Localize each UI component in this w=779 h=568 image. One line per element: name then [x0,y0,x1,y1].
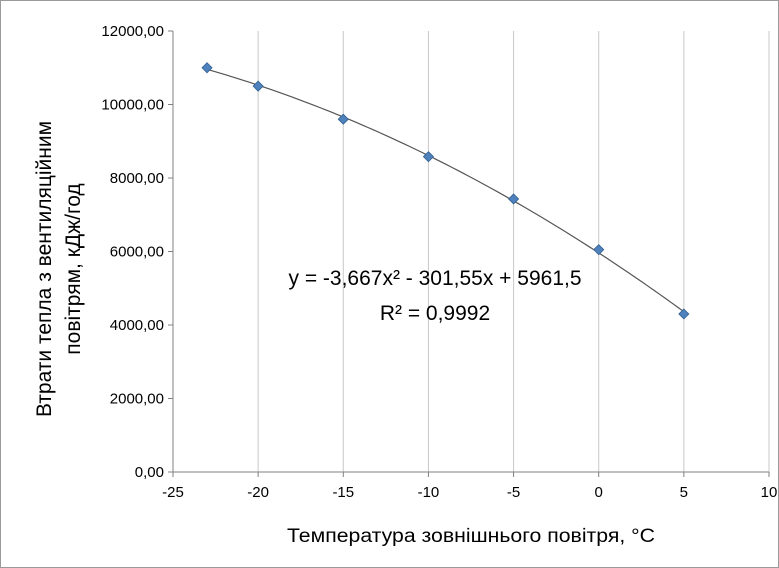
y-tick-label: 10000,00 [101,97,164,114]
x-tick-label: -10 [418,484,440,501]
x-axis-title: Температура зовнішнього повітря, °С [287,526,655,547]
data-point [678,308,690,320]
data-point [252,80,264,92]
data-points [201,62,690,320]
y-tick-label: 4000,00 [110,317,164,334]
y-tick-label: 6000,00 [110,244,164,261]
grid-lines [257,31,770,472]
data-point [201,62,213,74]
axes: -25 -20 -15 -10 -5 0 5 10 0,00 2000,00 4000,00 6000… [101,23,777,501]
equation-text: y = -3,667x² - 301,55x + 5961,5 [288,267,581,290]
x-tick-label: 10 [761,484,778,501]
y-tick-label: 0,00 [135,464,164,481]
x-tick-label: 5 [680,484,688,501]
y-tick-label: 12000,00 [101,23,164,40]
x-tick-label: -5 [507,484,520,501]
data-point [593,244,605,256]
x-tick-label: -15 [332,484,354,501]
x-tick-label: -25 [162,484,184,501]
y-axis-title-line2: повітрям, кДж/год [62,183,85,354]
data-point [422,151,434,163]
y-tick-label: 2000,00 [110,391,164,408]
trendline [206,68,685,313]
y-tick-label: 8000,00 [110,170,164,187]
labels: y = -3,667x² - 301,55x + 5961,5 R² = 0,9… [33,121,655,547]
trendline-curve [206,68,685,313]
x-tick-label: -20 [247,484,269,501]
data-point [337,113,349,125]
x-tick-label: 0 [595,484,603,501]
data-point [508,193,520,205]
y-axis-title-line1: Втрати тепла з вентиляційним [33,121,56,417]
r-squared-text: R² = 0,9992 [380,302,490,325]
